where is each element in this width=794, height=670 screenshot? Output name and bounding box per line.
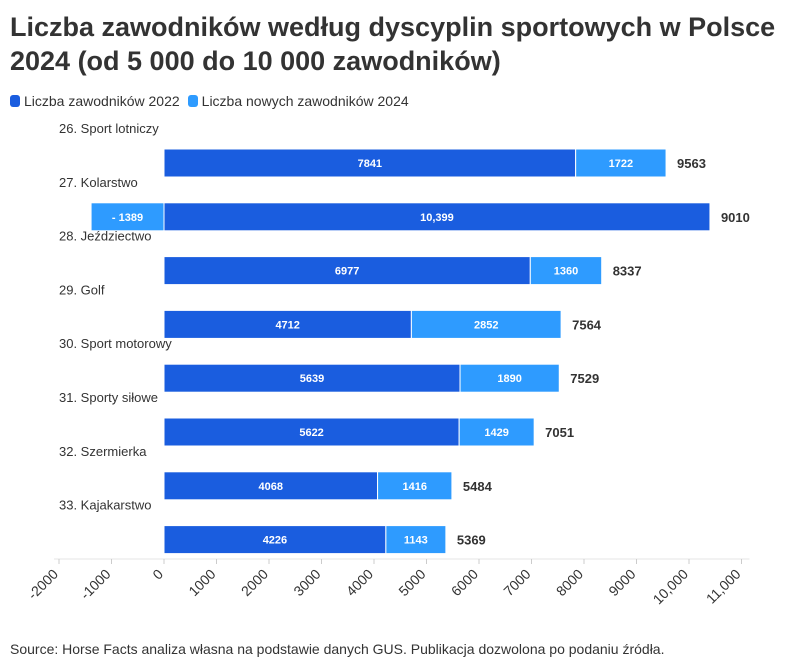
category-label: 32. Szermierka [59,444,147,459]
bar-2024-new [90,202,165,232]
x-tick-label: -2000 [24,566,61,603]
data-label-2024-new: 1360 [554,266,578,278]
data-label-2022: 5622 [299,427,323,439]
category-label: 27. Kolarstwo [59,175,138,190]
chart-title: Liczba zawodników według dyscyplin sport… [10,12,776,76]
total-label: 8337 [613,264,642,279]
x-tick-label: -1000 [77,566,114,603]
x-tick-label: 10,000 [650,566,692,608]
data-label-2022: 6977 [335,266,359,278]
legend-swatch-2024 [187,95,198,107]
bar-2024-new [459,363,560,393]
data-label-2022: 4068 [259,481,283,493]
bar-chart: 26. Sport lotniczy 7841 1722 9563 27. Kolars… [24,121,750,608]
chart-area: 26. Sport lotniczy 7841 1722 9563 27. Kolars… [0,120,794,640]
x-tick-label: 3000 [290,566,323,599]
data-label-2024-new: 1890 [497,373,521,385]
total-label: 9563 [677,156,706,171]
legend-label-2022: Liczba zawodników 2022 [24,93,180,109]
data-label-2022: 5639 [300,373,324,385]
bar-2022 [163,202,711,232]
total-label: 5369 [457,533,486,548]
category-label: 28. Jeździectwo [59,229,152,244]
data-label-2024-new: - 1389 [112,212,143,224]
category-label: 29. Golf [59,282,105,297]
bar-2024-new [529,256,603,286]
data-label-2022: 10,399 [420,212,454,224]
data-label-2024-new: 1429 [484,427,508,439]
category-label: 31. Sporty siłowe [59,390,158,405]
data-label-2022: 4226 [263,535,287,547]
bar-2022 [163,471,379,501]
bar-2024-new [410,309,562,339]
category-label: 30. Sport motorowy [59,336,172,351]
bar-2022 [163,525,387,555]
x-tick-label: 8000 [553,566,586,599]
x-tick-label: 9000 [605,566,638,599]
data-label-2024-new: 2852 [474,319,498,331]
x-tick-label: 2000 [238,566,271,599]
legend: Liczba zawodników 2022 Liczba nowych zaw… [10,93,417,109]
legend-label-2024: Liczba nowych zawodników 2024 [201,93,409,109]
total-label: 9010 [721,210,750,225]
category-label: 26. Sport lotniczy [59,121,159,136]
data-label-2022: 4712 [275,319,299,331]
bar-2024-new [458,417,535,447]
x-tick-label: 6000 [448,566,481,599]
x-tick-label: 1000 [185,566,218,599]
x-tick-label: 4000 [343,566,376,599]
x-tick-label: 0 [149,566,166,583]
data-label-2024-new: 1143 [404,535,428,547]
bar-2024-new [377,471,453,501]
data-label-2022: 7841 [358,158,382,170]
bar-2022 [163,417,460,447]
data-label-2024-new: 1416 [402,481,426,493]
x-tick-label: 11,000 [703,566,744,607]
total-label: 7529 [570,371,599,386]
category-label: 33. Kajakarstwo [59,498,152,513]
total-label: 7564 [572,317,602,332]
bar-2024-new [385,525,447,555]
bar-2022 [163,363,461,393]
legend-item-2022[interactable]: Liczba zawodników 2022 [10,93,180,109]
x-tick-label: 7000 [500,566,533,599]
legend-item-2024[interactable]: Liczba nowych zawodników 2024 [187,93,409,109]
legend-swatch-2022 [10,95,20,107]
bar-2024-new [575,148,667,178]
total-label: 5484 [463,479,493,494]
source-note: Source: Horse Facts analiza własna na po… [10,641,665,657]
x-tick-label: 5000 [395,566,428,599]
data-label-2024-new: 1722 [609,158,633,170]
total-label: 7051 [545,425,574,440]
